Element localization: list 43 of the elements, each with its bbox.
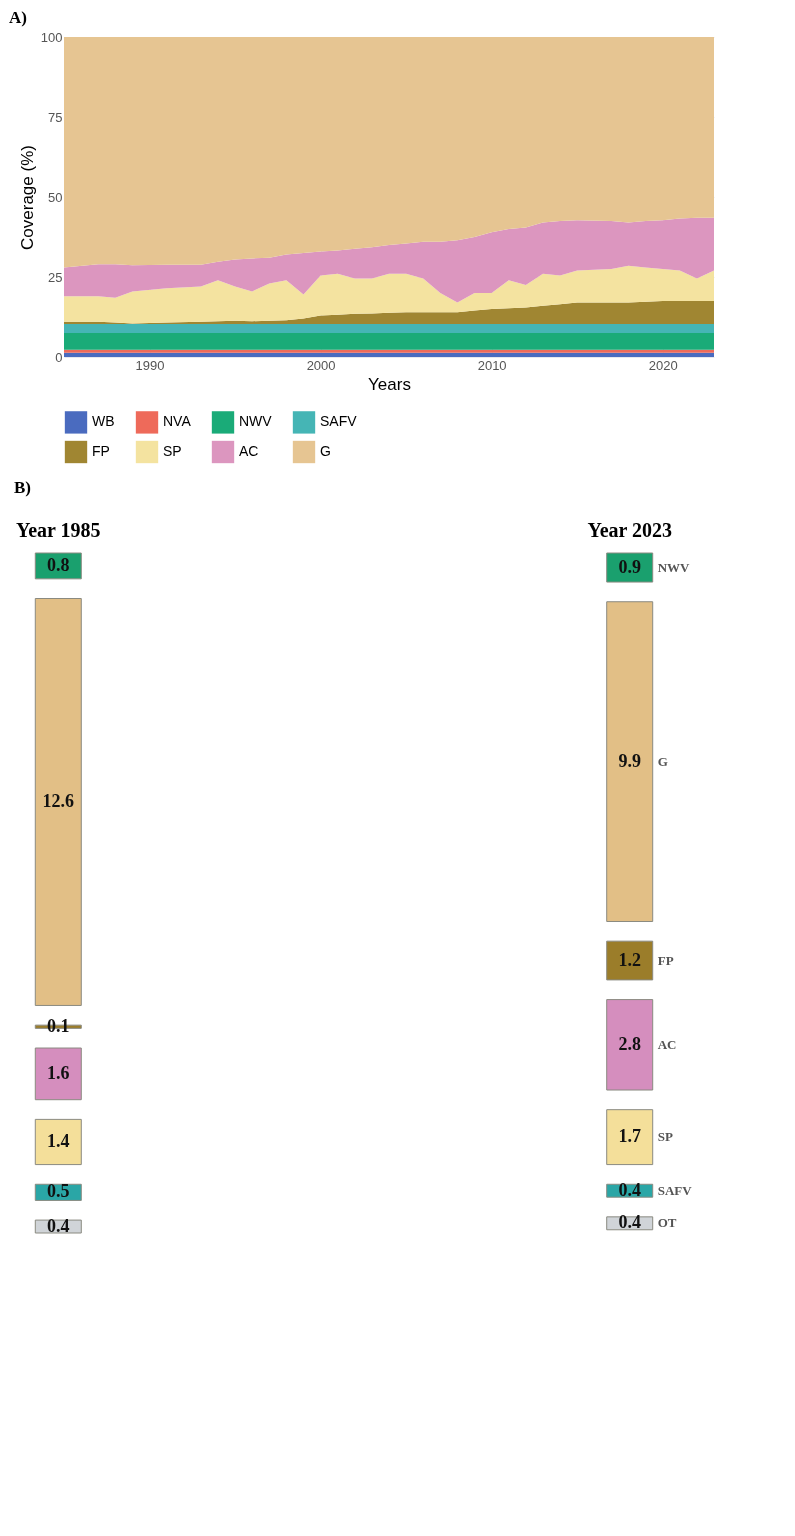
legend-label: NWV xyxy=(239,413,273,430)
category-label: G xyxy=(657,753,668,769)
data-label: 0.4 xyxy=(47,1215,70,1236)
legend-label: G xyxy=(320,443,331,459)
data-label: 12.6 xyxy=(42,790,75,811)
y-tick-label: 25 xyxy=(48,269,63,285)
series-label: Year 2023 xyxy=(587,519,673,541)
category-label: SAFV xyxy=(657,1182,693,1198)
x-axis-title: Years xyxy=(368,374,411,394)
legend-label: AC xyxy=(239,443,259,459)
data-label: 2.8 xyxy=(618,1033,641,1054)
legend-label: FP xyxy=(92,443,110,459)
legend-label: SP xyxy=(163,443,182,459)
text: B) xyxy=(14,478,31,497)
y-tick-label: 50 xyxy=(48,189,63,205)
category-label: SP xyxy=(657,1129,673,1145)
data-label: 1.7 xyxy=(618,1126,641,1147)
x-tick-label: 2010 xyxy=(477,357,507,373)
data-label: 9.9 xyxy=(618,750,641,771)
x-tick-label: 1990 xyxy=(135,357,165,373)
y-axis-title: Coverage (%) xyxy=(17,145,37,250)
x-tick-label: 2020 xyxy=(648,357,678,373)
legend-label: WB xyxy=(92,413,115,430)
data-label: 0.4 xyxy=(618,1179,641,1200)
x-tick-label: 2000 xyxy=(306,357,336,373)
data-label: 1.2 xyxy=(618,949,641,970)
y-tick-label: 100 xyxy=(40,29,63,45)
series-label: Year 1985 xyxy=(15,519,101,541)
legend-label: NVA xyxy=(163,413,192,430)
category-label: NWV xyxy=(657,559,691,575)
category-label: AC xyxy=(657,1036,677,1052)
data-label: 0.8 xyxy=(47,554,70,575)
y-tick-label: 0 xyxy=(55,349,63,365)
category-label: FP xyxy=(657,952,674,968)
y-tick-label: 75 xyxy=(48,109,63,125)
data-label: 1.6 xyxy=(47,1062,70,1083)
chart-title: A) xyxy=(9,8,27,27)
category-label: OT xyxy=(657,1215,677,1231)
legend-label: SAFV xyxy=(320,413,358,430)
data-label: 1.4 xyxy=(47,1130,70,1151)
data-label: 0.9 xyxy=(618,556,641,577)
data-label: 0.4 xyxy=(618,1212,641,1233)
data-label: 0.5 xyxy=(47,1181,70,1202)
